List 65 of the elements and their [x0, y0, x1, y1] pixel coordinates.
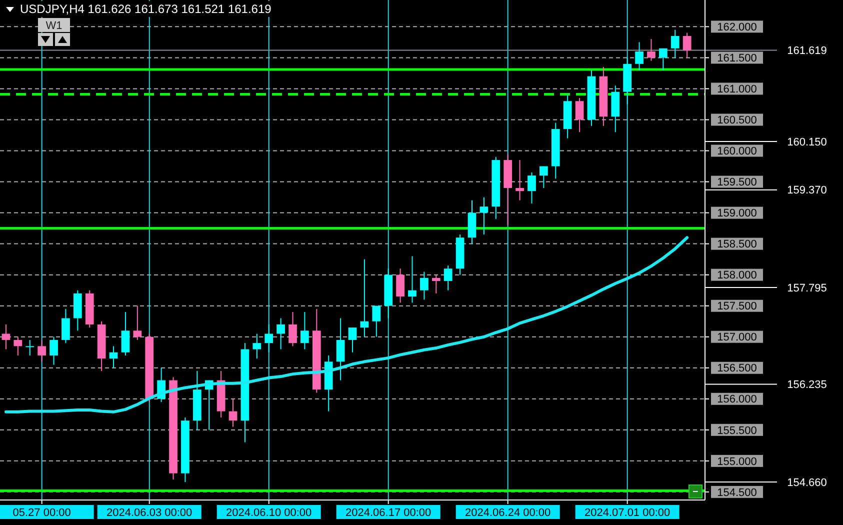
candlestick	[372, 305, 381, 338]
candlestick	[540, 166, 548, 188]
candlestick	[670, 29, 680, 58]
annotation: W1	[46, 20, 62, 32]
y-tick-label: 157.000	[717, 332, 757, 344]
line-series	[4, 236, 689, 414]
candlestick	[420, 271, 428, 300]
ref-line-label: 154.660	[787, 476, 827, 489]
candlestick	[528, 172, 536, 204]
x-tick-label: 2024.06.10 00:00	[226, 506, 312, 519]
candlestick	[50, 336, 58, 366]
ref-line-label: 157.795	[787, 282, 827, 294]
candlestick	[682, 32, 692, 58]
candlestick	[133, 305, 142, 340]
y-tick-label: 155.500	[717, 424, 757, 437]
candlestick	[252, 333, 262, 360]
y-tick-label: 156.000	[717, 394, 757, 406]
y-tick-label: 159.000	[717, 208, 757, 220]
candlestick	[516, 160, 524, 201]
candlestick	[264, 324, 274, 353]
candlestick	[647, 38, 656, 62]
candlestick	[121, 312, 130, 356]
candlestick	[480, 196, 488, 235]
candlestick	[396, 268, 404, 304]
candlestick	[38, 339, 46, 362]
y-tick-label: 157.500	[717, 300, 757, 313]
candlestick	[360, 258, 369, 338]
candlestick	[288, 312, 297, 347]
y-tick-label: 160.500	[717, 114, 757, 127]
y-tick-label: 155.000	[717, 456, 757, 468]
chart-title: USDJPY,H4 161.626 161.673 161.521 161.619	[20, 2, 272, 16]
y-tick-label: 161.500	[717, 52, 757, 65]
candlestick	[348, 327, 357, 353]
y-tick-label: 162.000	[717, 22, 757, 34]
x-tick-label: 2024.06.17 00:00	[346, 506, 432, 519]
ref-line-label: 161.619	[787, 45, 827, 58]
y-tick-label: 158.000	[717, 270, 757, 282]
candlestick	[228, 398, 238, 428]
x-tick-label: 2024.06.24 00:00	[465, 506, 551, 519]
y-tick-label: 156.500	[717, 362, 757, 375]
ref-line-label: 160.150	[787, 136, 827, 148]
candlestick	[408, 256, 416, 304]
candlestick	[432, 274, 440, 294]
candlestick	[336, 318, 345, 381]
candlestick	[14, 336, 22, 356]
candlestick	[26, 339, 34, 356]
y-tick-label: 160.000	[717, 146, 757, 158]
candlestick	[658, 48, 668, 71]
candlestick	[276, 318, 285, 350]
candlestick	[635, 42, 644, 71]
y-tick-label: 154.500	[717, 486, 757, 499]
y-tick-label: 161.000	[717, 84, 757, 96]
candlestick	[444, 265, 452, 291]
ref-line-label: 159.370	[787, 184, 827, 197]
candlestick	[575, 98, 584, 133]
candlestick	[300, 312, 309, 350]
y-tick-label: 158.500	[717, 238, 757, 251]
x-tick-label: 2024.07.01 00:00	[584, 506, 670, 519]
ref-line-label: 156.235	[787, 379, 827, 392]
candlestick	[62, 308, 70, 344]
x-tick-label: 05.27 00:00	[12, 506, 71, 519]
candlestick	[2, 324, 10, 350]
x-tick-label: 2024.06.03 00:00	[106, 506, 192, 519]
candlestick	[109, 346, 118, 368]
y-tick-label: 159.500	[717, 176, 757, 189]
